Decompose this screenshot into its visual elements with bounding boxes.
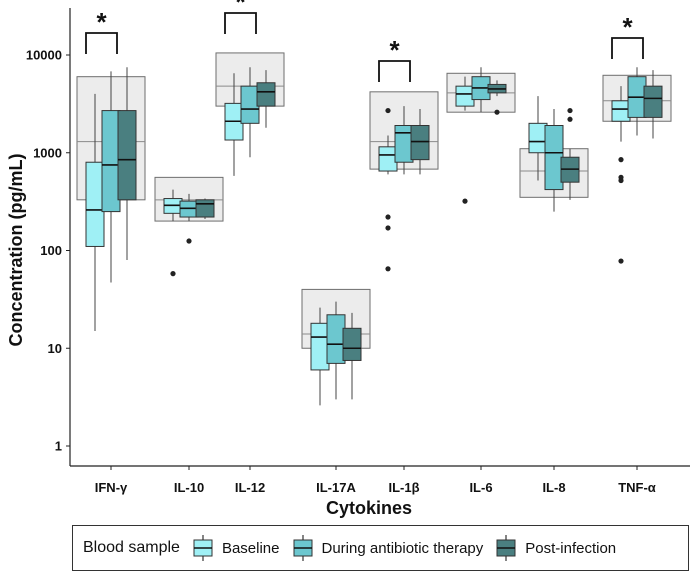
significance-il-1-: * — [378, 35, 411, 82]
x-tick-label: IL-12 — [235, 480, 265, 495]
significance-star: * — [96, 7, 107, 37]
box-iqr — [410, 125, 430, 161]
legend-label-baseline: Baseline — [221, 539, 280, 557]
significance-il-12: * — [224, 0, 257, 34]
box-post-infection-tnf- — [643, 70, 663, 139]
y-tick-label: 1 — [55, 439, 62, 454]
box-iqr — [544, 125, 564, 191]
x-tick-label: TNF-α — [618, 480, 656, 495]
legend-label-during-therapy: During antibiotic therapy — [321, 539, 484, 557]
outlier-point — [618, 157, 624, 163]
outlier-point — [567, 107, 573, 114]
x-tick-label: IL-6 — [469, 480, 492, 495]
significance-bracket — [85, 32, 118, 54]
axes: 1 10 100 1000 10000 IFN-γ IL-10 IL-12 IL-17A IL-1… — [26, 8, 690, 495]
box-iqr — [326, 314, 346, 364]
outlier-point — [494, 109, 500, 115]
x-axis-title: Cytokines — [326, 498, 412, 518]
outlier-point — [567, 116, 573, 122]
box-iqr — [240, 85, 260, 124]
y-axis-title: Concentration (pg/mL) — [6, 154, 26, 347]
legend-title: Blood sample — [83, 539, 180, 556]
legend-key-during-therapy — [293, 535, 312, 561]
x-tick-label: IL-1β — [388, 480, 419, 495]
significance-star: * — [235, 0, 246, 17]
y-tick-label: 10 — [48, 341, 62, 356]
legend: Blood sample Baseline During antibiotic … — [72, 525, 689, 571]
significance-ifn-: * — [85, 7, 118, 54]
significance-bracket — [611, 37, 644, 59]
legend-item-post-infection: Post-infection — [493, 534, 616, 562]
box-baseline-ifn- — [85, 93, 105, 332]
outlier-point — [618, 177, 624, 184]
x-tick-label: IL-10 — [174, 480, 204, 495]
box-post-infection-il-12 — [256, 70, 276, 128]
legend-label-post-infection: Post-infection — [525, 539, 617, 557]
box-iqr — [310, 322, 330, 371]
outlier-point — [170, 271, 176, 277]
significance-star: * — [389, 35, 400, 65]
box-iqr — [394, 125, 414, 163]
box-iqr — [101, 110, 121, 213]
significance-annotations: * * * * — [85, 0, 644, 82]
outlier-point — [385, 225, 391, 231]
box-iqr — [195, 199, 215, 218]
x-tick-label: IFN-γ — [95, 480, 128, 495]
x-tick-label: IL-17A — [316, 480, 356, 495]
box-baseline-il-17a — [310, 307, 330, 406]
y-tick-label: 1000 — [33, 145, 62, 160]
box-during-antibiotic-therapy-tnf- — [627, 67, 647, 136]
box-post-infection-il-10 — [195, 198, 215, 220]
cytokine-boxplot-chart: 1 10 100 1000 10000 IFN-γ IL-10 IL-12 IL-17A IL-1… — [6, 0, 690, 518]
box-iqr — [342, 327, 362, 361]
series-boxes — [85, 67, 663, 406]
legend-key-post-infection — [496, 535, 516, 561]
box-post-infection-il-1- — [410, 109, 430, 175]
significance-bracket — [224, 12, 257, 34]
box-iqr — [643, 85, 663, 118]
box-iqr — [85, 161, 105, 247]
significance-bracket — [378, 60, 411, 82]
box-post-infection-il-6 — [487, 80, 507, 115]
outlier-point — [186, 238, 192, 244]
x-tick-label: IL-8 — [542, 480, 565, 495]
outlier-point — [385, 107, 391, 114]
outlier-point — [618, 258, 624, 264]
box-iqr — [256, 82, 276, 107]
box-during-antibiotic-therapy-il-10 — [179, 193, 199, 244]
legend-item-during-therapy: During antibiotic therapy — [290, 534, 484, 562]
outlier-point — [462, 198, 468, 204]
y-tick-label: 10000 — [26, 48, 62, 63]
box-iqr — [611, 100, 631, 122]
box-during-antibiotic-therapy-il-8 — [544, 109, 564, 212]
box-iqr — [528, 122, 548, 154]
box-post-infection-ifn- — [117, 67, 137, 260]
box-baseline-il-10 — [163, 189, 183, 277]
box-baseline-il-6 — [455, 76, 475, 204]
box-iqr — [117, 110, 137, 201]
outlier-point — [385, 266, 391, 272]
box-iqr — [455, 85, 475, 107]
box-during-antibiotic-therapy-il-1- — [394, 106, 414, 175]
significance-star: * — [622, 12, 633, 42]
y-tick-label: 100 — [40, 243, 62, 258]
legend-key-baseline — [193, 535, 213, 561]
significance-tnf-: * — [611, 12, 644, 59]
legend-item-baseline: Baseline — [190, 534, 280, 562]
outlier-point — [385, 214, 391, 220]
box-post-infection-il-8 — [560, 107, 580, 200]
box-post-infection-il-17a — [342, 312, 362, 400]
box-baseline-tnf- — [611, 86, 631, 264]
box-during-antibiotic-therapy-il-17a — [326, 301, 346, 400]
box-iqr — [378, 146, 398, 172]
